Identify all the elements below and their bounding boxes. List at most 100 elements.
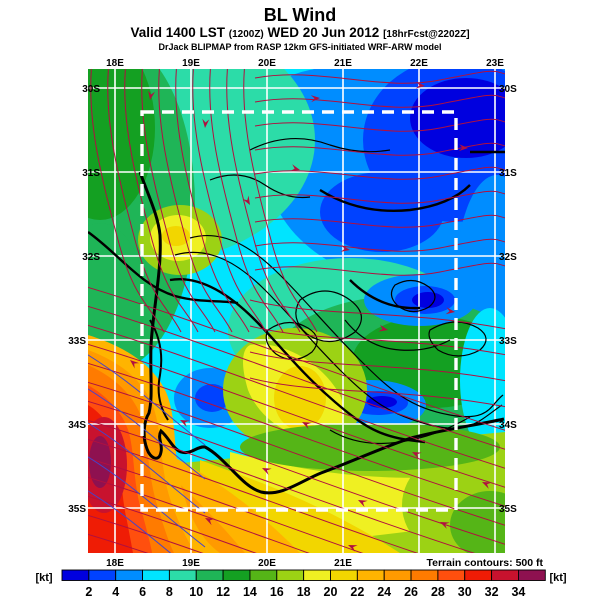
streamline — [254, 94, 505, 108]
model-description: DrJack BLIPMAP from RASP 12km GFS-initia… — [158, 42, 441, 52]
streamline — [88, 362, 505, 507]
colorbar-segment — [464, 569, 493, 581]
inner-domain-dashed-box — [140, 110, 458, 512]
colorbar-segment — [383, 569, 412, 581]
lat-label-left: 31S — [82, 168, 100, 179]
streamline-arrowhead — [445, 307, 455, 315]
streamline-arrowhead — [310, 95, 320, 103]
lon-label-bottom: 18E — [106, 558, 124, 569]
streamline — [254, 262, 505, 276]
lat-label-right: 35S — [499, 504, 517, 515]
streamline-arrowhead — [358, 500, 368, 508]
valid-time: Valid 1400 LST — [130, 25, 228, 40]
plot-title: BL Wind — [264, 5, 337, 25]
streamline — [90, 69, 165, 333]
colorbar-segment — [115, 569, 143, 581]
colorbar-tick-label: 10 — [189, 585, 203, 599]
streamline — [88, 381, 505, 526]
streamline — [249, 299, 505, 330]
lon-label-bottom: 20E — [258, 558, 276, 569]
streamline-arrowhead — [302, 422, 312, 430]
colorbar-segment — [195, 569, 224, 581]
streamline — [254, 166, 505, 180]
streamline — [254, 238, 505, 252]
colorbar-tick-label: 16 — [270, 585, 284, 599]
streamline — [88, 456, 206, 548]
streamline-arrowhead — [180, 420, 190, 427]
colorbar-tick-label: 4 — [112, 585, 119, 599]
streamline — [141, 69, 216, 333]
streamline — [124, 69, 199, 333]
streamline-arrowhead — [482, 482, 492, 489]
streamline — [249, 351, 505, 382]
forecast-note: [18hrFcst@2202Z] — [383, 29, 469, 40]
colorbar-tick-label: 22 — [350, 585, 364, 599]
streamline-arrowhead — [348, 545, 358, 552]
streamline — [254, 70, 505, 84]
lat-label-left: 32S — [82, 252, 100, 263]
colorbar-tick-label: 18 — [297, 585, 311, 599]
streamline-arrowhead — [458, 144, 468, 152]
streamline — [249, 377, 505, 408]
colorbar-tick-label: 24 — [377, 585, 391, 599]
colorbar-segment — [303, 569, 331, 581]
streamline — [88, 388, 206, 480]
streamline-arrowhead — [205, 518, 215, 526]
streamline — [88, 419, 476, 553]
streamline — [88, 343, 505, 488]
colorbar-tick-label: 34 — [511, 585, 525, 599]
streamline-arrowhead — [242, 195, 250, 205]
lat-label-left: 33S — [68, 336, 86, 347]
colorbar-unit-right: [kt] — [549, 572, 566, 584]
lat-label-right: 31S — [499, 168, 517, 179]
lat-label-right: 33S — [499, 336, 517, 347]
lon-label-bottom: 19E — [182, 558, 200, 569]
colorbar-segment — [61, 569, 90, 581]
streamline — [192, 69, 267, 333]
streamline-arrowhead — [340, 244, 350, 252]
lat-label-right: 30S — [499, 84, 517, 95]
colorbar-tick-label: 26 — [404, 585, 418, 599]
streamline-arrowhead — [378, 324, 388, 332]
streamlines — [88, 69, 505, 553]
lon-label-top: 19E — [182, 58, 200, 69]
streamline-arrowhead — [440, 522, 450, 529]
colorbar-tick-label: 20 — [324, 585, 338, 599]
colorbar-tick-label: 28 — [431, 585, 445, 599]
streamline — [107, 69, 182, 333]
colorbar-segment — [168, 569, 197, 581]
streamline — [88, 305, 505, 450]
streamline — [254, 190, 505, 204]
lon-label-top: 18E — [106, 58, 124, 69]
colorbar-tick-label: 14 — [243, 585, 257, 599]
streamline — [209, 69, 284, 333]
lon-label-bottom: 21E — [334, 558, 352, 569]
lat-label-right: 34S — [499, 420, 517, 431]
init-time: (1200Z) — [229, 29, 264, 40]
colorbar-segment — [222, 569, 251, 581]
streamline — [249, 325, 505, 356]
colorbar-segment — [410, 569, 439, 581]
colorbar-segment — [330, 569, 358, 581]
streamline — [88, 354, 206, 446]
colorbar-segment — [518, 569, 546, 581]
colorbar-segment — [276, 569, 305, 581]
colorbar-tick-label: 6 — [139, 585, 146, 599]
streamline — [88, 422, 206, 514]
colorbar-unit-left: [kt] — [35, 572, 52, 584]
streamline — [88, 476, 310, 553]
colorbar-segment — [437, 569, 466, 581]
terrain-contour-note: Terrain contours: 500 ft — [427, 557, 544, 569]
streamline — [175, 69, 250, 333]
streamline — [158, 69, 233, 333]
lat-label-left: 30S — [82, 84, 100, 95]
streamline — [88, 324, 505, 469]
streamline — [88, 457, 364, 553]
graticule — [88, 69, 505, 553]
colorbar-segment — [356, 569, 385, 581]
lat-label-right: 32S — [499, 252, 517, 263]
streamline — [88, 286, 505, 431]
colorbar-tick-label: 30 — [458, 585, 472, 599]
streamline — [226, 69, 301, 333]
